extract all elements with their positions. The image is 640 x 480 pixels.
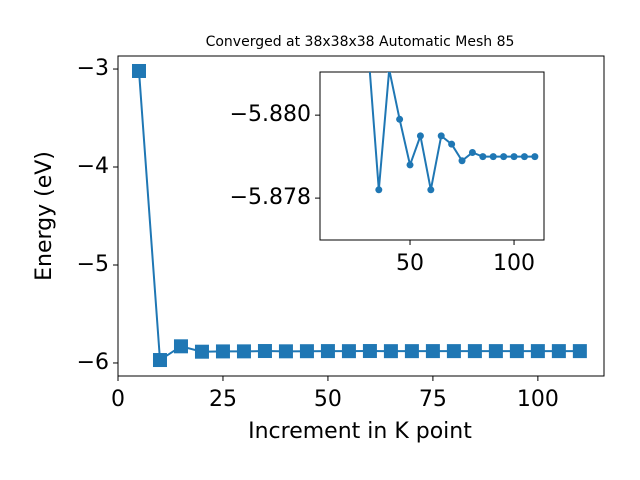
marker bbox=[215, 344, 230, 359]
marker bbox=[278, 344, 293, 359]
marker bbox=[257, 344, 272, 359]
chart-title: Converged at 38x38x38 Automatic Mesh 85 bbox=[206, 34, 515, 50]
plot-area bbox=[365, 49, 539, 194]
y-tick-label: −5.878 bbox=[230, 185, 311, 210]
marker bbox=[510, 153, 518, 161]
marker bbox=[468, 148, 476, 156]
marker bbox=[320, 344, 335, 359]
plot-area bbox=[131, 63, 587, 368]
x-tick-label: 100 bbox=[517, 387, 559, 412]
marker bbox=[396, 115, 404, 123]
marker bbox=[425, 344, 440, 359]
marker bbox=[383, 344, 398, 359]
marker bbox=[236, 344, 251, 359]
marker bbox=[551, 344, 566, 359]
x-axis-label: Increment in K point bbox=[248, 419, 472, 444]
x-tick-label: 100 bbox=[493, 251, 535, 276]
marker bbox=[446, 344, 461, 359]
marker bbox=[572, 344, 587, 359]
marker bbox=[437, 132, 445, 140]
marker bbox=[509, 344, 524, 359]
line bbox=[368, 72, 535, 190]
marker bbox=[404, 344, 419, 359]
marker bbox=[488, 344, 503, 359]
marker bbox=[530, 344, 545, 359]
y-tick-label: −5.880 bbox=[230, 102, 311, 127]
x-tick-label: 50 bbox=[396, 251, 424, 276]
y-tick-label: −3 bbox=[77, 56, 109, 81]
marker bbox=[458, 157, 466, 165]
x-tick-label: 75 bbox=[419, 387, 447, 412]
marker bbox=[375, 186, 383, 194]
marker bbox=[479, 153, 487, 161]
marker bbox=[386, 72, 392, 74]
y-tick-label: −4 bbox=[77, 154, 109, 179]
marker bbox=[362, 344, 377, 359]
marker bbox=[427, 186, 435, 194]
marker bbox=[531, 153, 539, 161]
x-tick-label: 0 bbox=[111, 387, 125, 412]
marker bbox=[448, 140, 456, 148]
marker bbox=[173, 339, 188, 354]
plot-frame bbox=[117, 55, 605, 377]
x-tick-label: 25 bbox=[209, 387, 237, 412]
y-tick-label: −6 bbox=[77, 350, 109, 375]
marker bbox=[299, 344, 314, 359]
plot-frame bbox=[319, 71, 545, 241]
y-axis-label: Energy (eV) bbox=[32, 151, 57, 281]
marker bbox=[341, 344, 356, 359]
y-tick-label: −5 bbox=[77, 252, 109, 277]
marker bbox=[520, 153, 528, 161]
marker bbox=[365, 49, 372, 56]
marker bbox=[489, 153, 497, 161]
marker bbox=[467, 344, 482, 359]
marker bbox=[406, 161, 414, 169]
marker bbox=[152, 353, 167, 368]
x-tick-label: 50 bbox=[314, 387, 342, 412]
marker bbox=[500, 153, 508, 161]
line bbox=[137, 70, 580, 362]
marker bbox=[194, 344, 209, 359]
marker bbox=[416, 132, 424, 140]
marker bbox=[131, 63, 146, 78]
